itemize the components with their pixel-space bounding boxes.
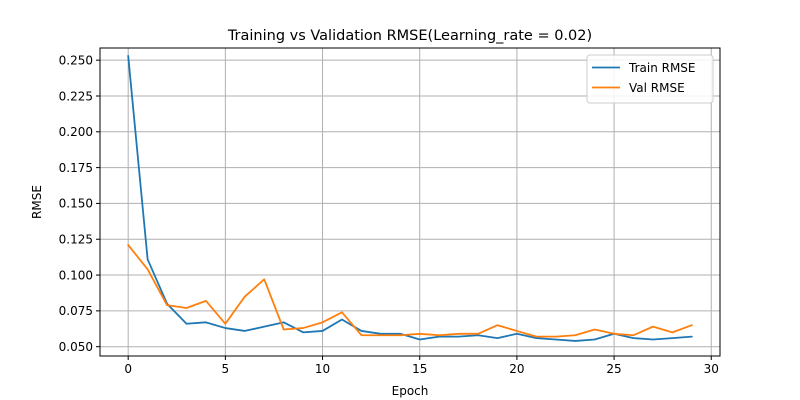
y-axis: 0.050 0.075 0.100 0.125 0.150 0.175 0.200 0.225… (59, 53, 100, 354)
y-tick-label: 0.200 (59, 125, 93, 139)
y-tick-label: 0.250 (59, 53, 93, 67)
series-lines (127, 54, 693, 342)
y-tick-label: 0.175 (59, 161, 93, 175)
grid (100, 48, 720, 356)
plot-area-frame (99, 47, 721, 357)
y-axis-label: RMSE (30, 185, 44, 219)
chart-title: Training vs Validation RMSE(Learning_rat… (227, 28, 592, 44)
y-tick-label: 0.050 (59, 340, 93, 354)
legend-label-val-rmse: Val RMSE (629, 81, 685, 95)
x-tick-label: 30 (704, 362, 719, 376)
x-tick-label: 15 (412, 362, 427, 376)
y-tick-label: 0.100 (59, 268, 93, 282)
x-tick-label: 25 (606, 362, 621, 376)
train-rmse-line (127, 54, 693, 342)
legend: Train RMSE Val RMSE (586, 54, 714, 104)
val-rmse-line (127, 244, 693, 338)
y-tick-label: 0.125 (59, 233, 93, 247)
x-tick-label: 20 (509, 362, 524, 376)
x-tick-label: 0 (124, 362, 132, 376)
x-tick-label: 5 (222, 362, 230, 376)
y-tick-label: 0.075 (59, 304, 93, 318)
x-axis: 0 5 10 15 20 25 30 (124, 356, 719, 376)
x-axis-label: Epoch (392, 384, 429, 398)
y-tick-label: 0.225 (59, 89, 93, 103)
y-tick-label: 0.150 (59, 197, 93, 211)
legend-label-train-rmse: Train RMSE (628, 61, 696, 75)
x-tick-label: 10 (315, 362, 330, 376)
